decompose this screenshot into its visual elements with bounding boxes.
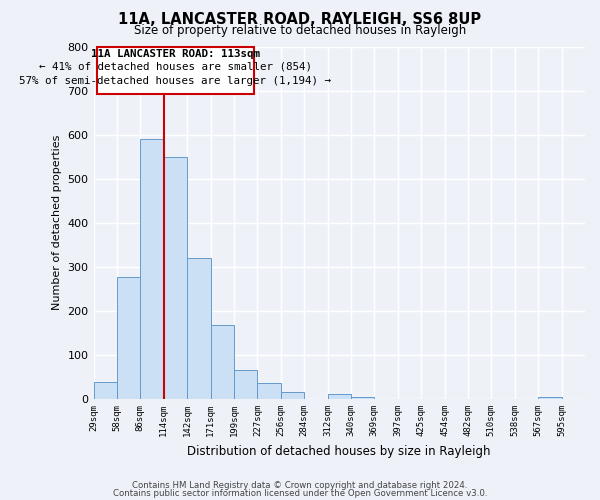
Bar xyxy=(257,382,281,399)
Y-axis label: Number of detached properties: Number of detached properties xyxy=(52,135,62,310)
FancyBboxPatch shape xyxy=(97,46,254,94)
Bar xyxy=(211,325,234,399)
Text: 11A LANCASTER ROAD: 113sqm: 11A LANCASTER ROAD: 113sqm xyxy=(91,49,260,59)
Text: 11A, LANCASTER ROAD, RAYLEIGH, SS6 8UP: 11A, LANCASTER ROAD, RAYLEIGH, SS6 8UP xyxy=(118,12,482,28)
Text: 57% of semi-detached houses are larger (1,194) →: 57% of semi-detached houses are larger (… xyxy=(19,76,331,86)
Bar xyxy=(538,397,562,399)
Text: Size of property relative to detached houses in Rayleigh: Size of property relative to detached ho… xyxy=(134,24,466,37)
X-axis label: Distribution of detached houses by size in Rayleigh: Distribution of detached houses by size … xyxy=(187,444,491,458)
Text: Contains HM Land Registry data © Crown copyright and database right 2024.: Contains HM Land Registry data © Crown c… xyxy=(132,481,468,490)
Bar xyxy=(94,382,117,399)
Bar xyxy=(164,157,187,399)
Bar xyxy=(187,258,211,399)
Bar xyxy=(328,394,351,399)
Bar xyxy=(140,138,164,399)
Bar xyxy=(281,392,304,399)
Bar xyxy=(351,397,374,399)
Bar xyxy=(117,276,140,399)
Bar xyxy=(234,370,257,399)
Text: ← 41% of detached houses are smaller (854): ← 41% of detached houses are smaller (85… xyxy=(39,62,312,72)
Text: Contains public sector information licensed under the Open Government Licence v3: Contains public sector information licen… xyxy=(113,489,487,498)
